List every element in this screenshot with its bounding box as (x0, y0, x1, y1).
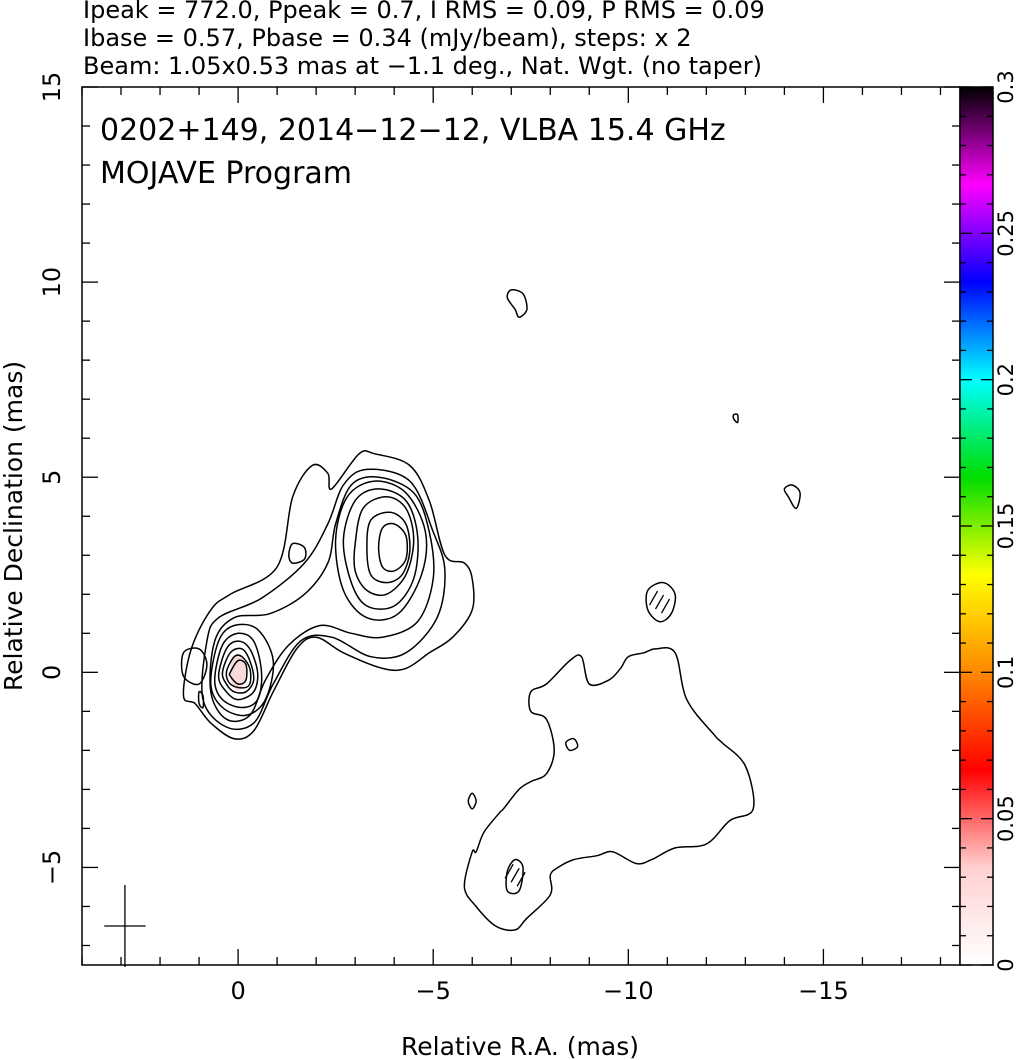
y-tick-label: 0 (38, 665, 66, 680)
y-tick-label: 10 (38, 267, 66, 298)
contour-knot-c1 (334, 480, 428, 621)
contour-knot-c3 (353, 495, 415, 597)
contour-core-c8 (225, 654, 252, 689)
plot-title: 0202+149, 2014−12−12, VLBA 15.4 GHz (100, 113, 726, 148)
colorbar-tick-label: 0.3 (994, 70, 1018, 103)
hatch-vector (654, 594, 665, 610)
axis-ticks (81, 86, 960, 965)
x-tick-label: 0 (230, 977, 245, 1005)
x-tick-label: −5 (416, 977, 451, 1005)
x-tick-label: −15 (798, 977, 849, 1005)
contour-tiny-isle (467, 792, 477, 810)
contour-south-outer (463, 646, 755, 932)
polarization-hatch (504, 590, 671, 887)
contour-left-bump (197, 690, 205, 709)
hatch-vector (516, 871, 526, 887)
contour-core-c4 (210, 623, 275, 717)
axis-tick-labels: 0 −5 −10 −15 −5 0 5 10 15 (38, 72, 849, 1005)
y-axis-label: Relative Declination (mas) (0, 361, 28, 691)
contour-knot-c2 (342, 488, 419, 610)
contour-knot-c5 (377, 522, 409, 573)
contour-core-jet-3 (209, 476, 435, 723)
colorbar-tick-label: 0.2 (994, 363, 1018, 396)
plot-subtitle: MOJAVE Program (100, 156, 352, 191)
contour-left-blob (180, 647, 208, 686)
header-line-1: Ipeak = 772.0, Ppeak = 0.7, I RMS = 0.09… (83, 0, 765, 24)
y-tick-label: 15 (38, 72, 66, 103)
contour-core-c7 (221, 647, 255, 694)
contour-core-c5 (213, 632, 263, 709)
colorbar-tick-label: 0.05 (994, 795, 1018, 842)
contour-gap-island (288, 542, 307, 564)
contour-core-jet-outer (182, 450, 475, 740)
beam-marker (104, 885, 146, 967)
contour-south-island (565, 737, 579, 752)
colorbar-tick-label: 0.1 (994, 656, 1018, 689)
header-line-3: Beam: 1.05x0.53 mas at −1.1 deg., Nat. W… (83, 52, 762, 80)
contour-knot-c4 (366, 511, 411, 584)
colorbar-tick-label: 0 (994, 958, 1018, 971)
contour-far-isle (732, 413, 739, 424)
contour-layer (180, 289, 801, 932)
hatch-vector (660, 598, 671, 614)
contour-core-c6 (217, 640, 259, 701)
hatch-vector (504, 863, 514, 879)
contour-east-blob (783, 484, 801, 510)
hatch-vector (648, 590, 659, 606)
y-tick-label: 5 (38, 470, 66, 485)
x-axis-label: Relative R.A. (mas) (401, 1032, 639, 1060)
x-tick-label: −10 (603, 977, 654, 1005)
contour-core-c9 (228, 659, 248, 685)
colorbar-tick-label: 0.15 (994, 503, 1018, 550)
y-tick-label: −5 (38, 850, 66, 885)
colorbar-tick-label: 0.25 (994, 210, 1018, 257)
contour-north-blob (506, 289, 528, 318)
hatch-vector (510, 867, 520, 883)
contour-mid-blob (645, 581, 677, 623)
header-line-2: Ibase = 0.57, Pbase = 0.34 (mJy/beam), s… (83, 24, 692, 52)
colorbar: 0 0.05 0.1 0.15 0.2 0.25 0.3 (959, 70, 1018, 972)
contour-core-jet-2 (201, 468, 446, 731)
plot-frame (81, 86, 961, 966)
contour-south-hatched (505, 858, 524, 895)
